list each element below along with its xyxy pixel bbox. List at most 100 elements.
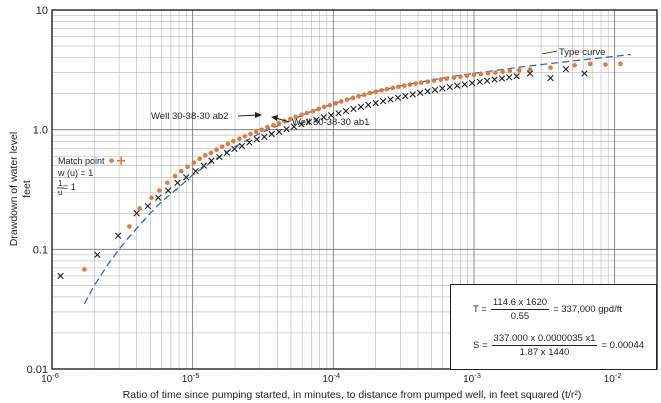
- ab2-data-point: [356, 94, 361, 99]
- ab2-data-point: [367, 90, 373, 96]
- ab1-data-point: [350, 105, 357, 113]
- ab1-data-point: [253, 136, 261, 143]
- annotation-ab1-arrowhead: [271, 115, 278, 121]
- ab1-data-point: [581, 70, 588, 77]
- ab1-data-point: [526, 70, 534, 77]
- match-point-frac-num: 1: [58, 179, 63, 188]
- y-axis-unit: feet: [21, 180, 33, 198]
- ab2-data-point: [127, 224, 132, 229]
- ab1-data-point: [298, 121, 305, 128]
- ab2-data-point: [248, 131, 253, 137]
- ab2-data-point: [379, 88, 384, 93]
- ab2-data-point: [451, 75, 457, 80]
- ab2-data-point: [157, 188, 162, 193]
- ab2-data-point: [485, 70, 491, 76]
- ab1-data-point: [165, 187, 172, 194]
- y-tick-label: 1.0: [33, 125, 48, 137]
- annotation-ab2-label: Well 30-38-30 ab2: [151, 111, 228, 122]
- ab1-data-point: [94, 251, 101, 258]
- ab1-data-point: [498, 75, 506, 82]
- ab2-data-point: [321, 104, 327, 110]
- ab2-data-point: [527, 67, 533, 72]
- ab1-data-point: [208, 157, 215, 164]
- ab2-data-point: [242, 134, 248, 139]
- ab2-data-point: [438, 77, 444, 82]
- match-point-frac-den: u: [58, 188, 62, 197]
- ab1-data-point: [268, 130, 275, 138]
- ab2-data-point: [276, 121, 282, 126]
- x-tick-label: 10-5: [182, 371, 200, 385]
- match-point-marker: [117, 156, 126, 165]
- formula-t: T = 114.6 x 1620 0.55 = 337,000 gpd/ft: [471, 297, 624, 322]
- ab2-data-point: [431, 78, 437, 83]
- formula-s-numerator: 337.000 x 0.0000035 x1: [491, 333, 598, 346]
- ab1-data-point: [513, 72, 520, 80]
- plot-frame: [51, 9, 658, 370]
- ab2-data-point: [464, 73, 470, 79]
- y-tick-label: 0.01: [27, 364, 48, 376]
- ab1-data-point: [424, 88, 431, 95]
- ab2-data-point: [288, 116, 293, 122]
- formula-t-lhs: T =: [473, 304, 487, 315]
- formula-t-denominator: 0.55: [510, 311, 530, 322]
- y-tick-label: 10: [36, 5, 48, 17]
- y-axis-ticks: 10 1.0 0.1 0.01: [27, 5, 48, 376]
- ab1-data-point: [547, 74, 554, 82]
- ab2-data-point: [444, 76, 450, 81]
- ab1-data-point: [372, 99, 379, 107]
- annotation-type-curve: Type curve: [541, 47, 605, 58]
- ab1-data-point: [468, 79, 476, 87]
- ab2-data-point: [587, 61, 593, 67]
- ab2-data-point: [458, 74, 463, 80]
- ab1-data-point: [357, 103, 365, 111]
- ab2-data-point: [402, 83, 407, 89]
- ab1-data-point: [379, 97, 387, 105]
- ab1-data-point: [454, 82, 461, 89]
- type-curve-leader: [541, 50, 558, 55]
- ab1-data-point: [261, 133, 268, 141]
- x-tick-label: 10-3: [463, 371, 481, 385]
- ab2-data-point: [265, 124, 270, 130]
- x-tick-label: 10-4: [322, 371, 340, 385]
- ab1-data-point: [394, 94, 402, 101]
- ab1-data-point: [562, 66, 570, 73]
- ab1-data-point: [246, 139, 253, 146]
- ab1-data-point: [491, 76, 498, 83]
- ab2-data-point: [208, 150, 214, 156]
- ab2-data-point: [225, 141, 231, 147]
- annotation-ab1-label: Well 30-38-30 ab1: [292, 117, 369, 128]
- ab2-data-point: [172, 173, 178, 179]
- ab1-data-point: [416, 89, 424, 97]
- ab2-data-point: [500, 69, 506, 75]
- ab1-data-point: [402, 92, 409, 100]
- ab1-data-point: [320, 114, 327, 121]
- ab2-data-point: [396, 84, 401, 90]
- ab2-data-point: [407, 82, 413, 87]
- ab2-data-point: [178, 168, 184, 174]
- ab2-data-point: [214, 147, 219, 153]
- ab2-data-point: [304, 110, 310, 116]
- y-tick-label: 0.1: [33, 244, 48, 256]
- ab2-data-point: [344, 97, 350, 102]
- ab2-data-point: [507, 68, 513, 74]
- annotation-ab2: Well 30-38-30 ab2: [151, 111, 262, 122]
- formula-box: T = 114.6 x 1620 0.55 = 337,000 gpd/ft S…: [450, 284, 657, 370]
- ab2-data-point: [191, 160, 197, 165]
- annotation-ab2-arrowhead: [255, 112, 262, 118]
- ab1-data-point: [365, 101, 372, 109]
- ab2-data-point: [384, 86, 390, 92]
- ab2-data-point: [333, 101, 339, 106]
- type-curve-line: [83, 53, 631, 305]
- ab2-data-point: [418, 80, 424, 85]
- x-tick-label: 10-6: [41, 371, 59, 385]
- ab2-data-point: [197, 156, 202, 162]
- ab2-data-point: [425, 79, 431, 84]
- series-ab2-markers: [82, 61, 623, 272]
- annotation-ab2-arrow: [237, 114, 259, 117]
- ab1-data-point: [133, 210, 140, 217]
- ab1-data-point: [439, 85, 446, 92]
- series-ab1-markers: [57, 66, 588, 280]
- ab1-data-point: [200, 162, 207, 169]
- ab2-data-point: [350, 95, 356, 101]
- ab1-data-point: [342, 107, 350, 115]
